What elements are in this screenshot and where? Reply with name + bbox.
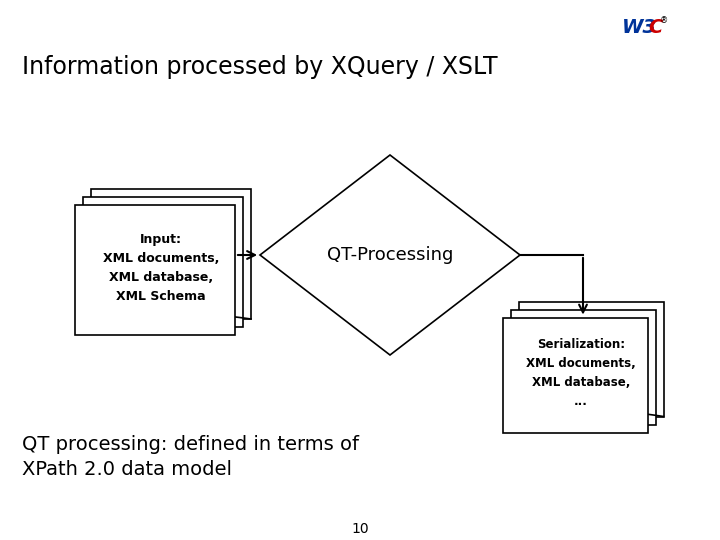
Text: W3: W3 <box>622 18 657 37</box>
Polygon shape <box>260 155 520 355</box>
Bar <box>518 301 664 416</box>
Text: Information processed by XQuery / XSLT: Information processed by XQuery / XSLT <box>22 55 498 79</box>
Bar <box>83 197 243 327</box>
Text: ®: ® <box>660 16 668 25</box>
Bar <box>503 318 647 433</box>
Bar <box>510 309 655 424</box>
Text: QT-Processing: QT-Processing <box>327 246 453 264</box>
Text: QT processing: defined in terms of
XPath 2.0 data model: QT processing: defined in terms of XPath… <box>22 435 359 479</box>
Text: Input:
XML documents,
XML database,
XML Schema: Input: XML documents, XML database, XML … <box>103 233 219 303</box>
Bar <box>91 189 251 319</box>
Text: Serialization:
XML documents,
XML database,
...: Serialization: XML documents, XML databa… <box>526 338 636 408</box>
Text: 10: 10 <box>351 522 369 536</box>
Bar <box>75 205 235 335</box>
Text: C: C <box>648 18 662 37</box>
